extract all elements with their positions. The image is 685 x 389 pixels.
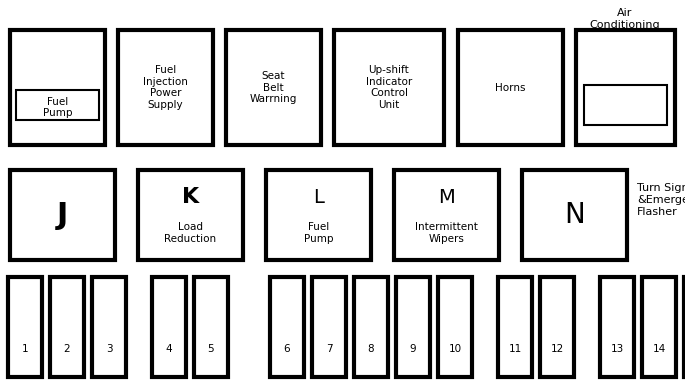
Text: Fuel
Pump: Fuel Pump (303, 222, 333, 244)
Bar (194, 277, 228, 377)
Text: N: N (564, 201, 585, 229)
Bar (118, 30, 213, 145)
Bar (8, 277, 42, 377)
Text: 6: 6 (284, 344, 290, 354)
Text: 12: 12 (550, 344, 564, 354)
Bar (270, 277, 304, 377)
Text: Load
Reduction: Load Reduction (164, 222, 216, 244)
Bar (50, 277, 84, 377)
Text: L: L (313, 187, 324, 207)
Bar (138, 170, 243, 260)
Text: Seat
Belt
Warrning: Seat Belt Warrning (250, 71, 297, 104)
Bar (226, 30, 321, 145)
Bar (10, 170, 115, 260)
Text: Up-shift
Indicator
Control
Unit: Up-shift Indicator Control Unit (366, 65, 412, 110)
Bar (600, 277, 634, 377)
Text: 2: 2 (64, 344, 71, 354)
Bar (458, 30, 563, 145)
Text: Fuel
Pump: Fuel Pump (42, 97, 72, 118)
Text: Horns: Horns (495, 82, 526, 93)
Text: 10: 10 (449, 344, 462, 354)
Bar (354, 277, 388, 377)
Text: 9: 9 (410, 344, 416, 354)
Text: J: J (57, 200, 68, 230)
Bar (498, 277, 532, 377)
Bar (684, 277, 685, 377)
Text: K: K (182, 187, 199, 207)
Text: 5: 5 (208, 344, 214, 354)
Text: 13: 13 (610, 344, 623, 354)
Text: M: M (438, 187, 455, 207)
Bar (576, 30, 675, 145)
Bar (396, 277, 430, 377)
Bar (522, 170, 627, 260)
Bar (438, 277, 472, 377)
Bar (312, 277, 346, 377)
Bar (334, 30, 444, 145)
Bar (394, 170, 499, 260)
Text: Intermittent
Wipers: Intermittent Wipers (415, 222, 478, 244)
Text: 14: 14 (652, 344, 666, 354)
Text: 3: 3 (105, 344, 112, 354)
Text: 1: 1 (22, 344, 28, 354)
Bar (642, 277, 676, 377)
Bar (266, 170, 371, 260)
Text: Turn Signal
&Emergency
Flasher: Turn Signal &Emergency Flasher (637, 183, 685, 217)
Text: 11: 11 (508, 344, 521, 354)
Bar (152, 277, 186, 377)
Text: 4: 4 (166, 344, 173, 354)
Text: Fuel
Injection
Power
Supply: Fuel Injection Power Supply (143, 65, 188, 110)
Bar (584, 85, 667, 125)
Bar (540, 277, 574, 377)
Text: Air
Conditioning: Air Conditioning (590, 8, 660, 30)
Text: 7: 7 (325, 344, 332, 354)
Bar (92, 277, 126, 377)
Text: 8: 8 (368, 344, 374, 354)
Bar (16, 90, 99, 120)
Bar (10, 30, 105, 145)
